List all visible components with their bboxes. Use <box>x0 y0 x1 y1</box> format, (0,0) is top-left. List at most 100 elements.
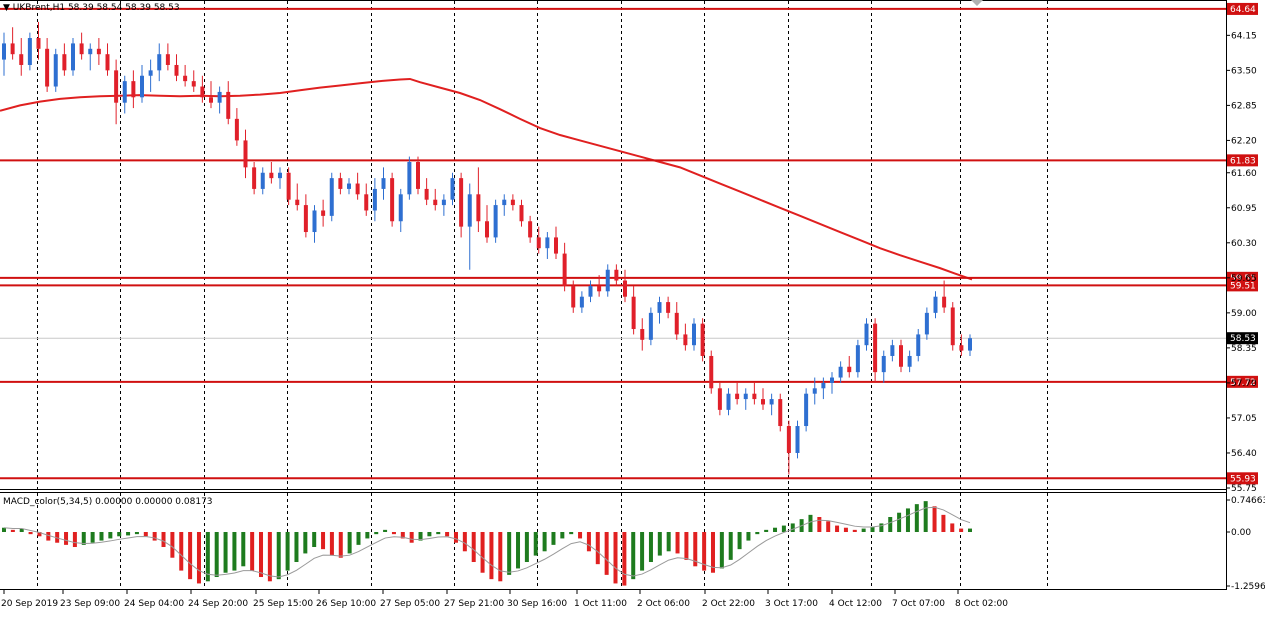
candle <box>79 32 84 60</box>
candle <box>924 307 929 340</box>
price-tick-label: 56.40 <box>1231 449 1257 459</box>
level-badge <box>1227 154 1258 167</box>
time-label: 27 Sep 21:00 <box>444 599 504 609</box>
macd-bar <box>852 529 857 533</box>
macd-bar <box>675 532 680 554</box>
macd-bar <box>746 532 751 541</box>
candle <box>950 302 955 351</box>
price-tick-label: 57.05 <box>1231 414 1257 424</box>
macd-bar <box>241 532 246 567</box>
macd-bar <box>604 532 609 575</box>
price-tick-label: 64.15 <box>1231 31 1257 41</box>
candle <box>674 302 679 340</box>
price-tick-label: 58.35 <box>1231 344 1257 354</box>
macd-bar <box>179 532 184 571</box>
candle <box>174 54 179 82</box>
macd-bar <box>46 532 51 541</box>
macd-tick-label: -1.25966 <box>1231 582 1265 592</box>
candle <box>286 167 291 206</box>
candle <box>752 382 757 405</box>
macd-bar <box>631 532 636 580</box>
candle <box>968 334 972 356</box>
candle <box>657 296 662 324</box>
macd-bar <box>808 514 813 533</box>
macd-bar <box>710 532 715 573</box>
time-axis: 20 Sep 2019 23 Sep 09:00 24 Sep 04:00 24 Se… <box>1 589 1008 609</box>
macd-bar <box>498 532 503 582</box>
macd-bar <box>232 532 237 571</box>
candle <box>778 393 783 432</box>
macd-bar <box>329 532 334 556</box>
macd-bar <box>835 525 840 533</box>
macd-tick-label: 0.74663 <box>1231 496 1265 506</box>
macd-bar <box>81 532 86 545</box>
macd-bar <box>533 532 538 556</box>
candle <box>812 377 817 405</box>
macd-bar <box>365 532 370 539</box>
macd-bar <box>250 532 255 571</box>
macd-bar <box>870 526 875 533</box>
candle <box>338 172 343 195</box>
macd-bar <box>507 532 512 575</box>
candle <box>640 318 645 351</box>
level-badge <box>1227 279 1258 292</box>
macd-bar <box>374 532 379 535</box>
price-tick-label: 61.60 <box>1231 169 1257 179</box>
macd-bar <box>790 523 795 533</box>
candle <box>372 178 377 222</box>
macd-bar <box>879 523 884 533</box>
macd-bar <box>817 517 822 533</box>
macd-bar <box>640 532 645 571</box>
price-tick-label: 60.30 <box>1231 239 1257 249</box>
macd-bar <box>143 532 148 537</box>
macd-bar <box>126 532 131 536</box>
time-label: 24 Sep 20:00 <box>188 599 248 609</box>
candle <box>381 167 386 200</box>
macd-bar <box>90 532 95 543</box>
price-tick-label: 57.70 <box>1231 379 1257 389</box>
macd-bar <box>10 529 15 533</box>
macd-bar <box>755 532 760 535</box>
macd-bar <box>55 532 60 543</box>
macd-bar <box>959 528 964 533</box>
macd-bar <box>595 532 600 565</box>
macd-bar <box>613 532 618 584</box>
candle <box>830 372 834 394</box>
macd-bar <box>347 532 352 554</box>
macd-bar <box>826 521 831 533</box>
level-label: 61.83 <box>1230 156 1256 166</box>
macd-bar <box>391 532 396 535</box>
macd-bar <box>542 532 547 552</box>
candle <box>864 318 869 351</box>
candle <box>597 275 602 297</box>
candle <box>390 172 395 227</box>
candle <box>467 183 472 270</box>
level-label: 64.64 <box>1230 5 1256 15</box>
macd-bar <box>303 532 308 554</box>
macd-bar <box>161 532 166 548</box>
macd-bar <box>294 532 299 563</box>
candle <box>122 75 127 114</box>
macd-bar <box>666 532 671 552</box>
macd-bar <box>453 532 458 543</box>
candle <box>424 178 429 206</box>
candle <box>588 280 593 303</box>
macd-bar <box>321 532 326 550</box>
candle <box>847 355 852 378</box>
chart-shift-marker[interactable] <box>971 0 983 6</box>
level-label: 59.51 <box>1230 274 1256 284</box>
candle <box>907 350 912 373</box>
candle <box>709 350 714 394</box>
candle <box>96 38 101 65</box>
candle <box>899 339 903 373</box>
macd-bar <box>117 532 122 537</box>
time-label: 30 Sep 16:00 <box>507 599 567 609</box>
time-label: 20 Sep 2019 <box>1 599 58 609</box>
macd-bar <box>285 532 290 571</box>
macd-bar <box>551 532 556 545</box>
level-label: 59.51 <box>1230 281 1256 291</box>
macd-bar <box>764 529 769 533</box>
macd-bar <box>276 532 281 580</box>
dropdown-arrow-icon[interactable]: ▼ <box>3 3 10 13</box>
